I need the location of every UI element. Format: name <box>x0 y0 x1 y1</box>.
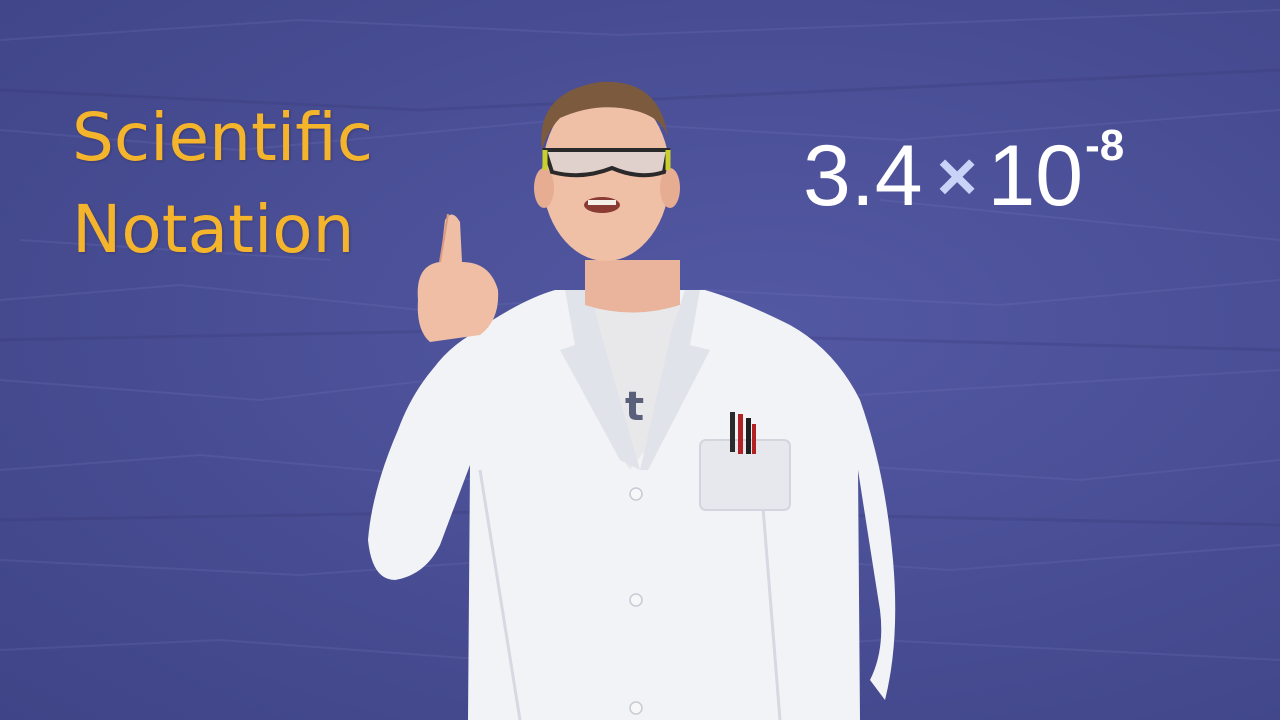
coefficient: 3.4 <box>803 128 923 224</box>
lab-coat <box>368 290 896 720</box>
right-lapel <box>640 290 710 470</box>
left-lapel <box>560 290 640 470</box>
pens-icon <box>730 412 756 454</box>
breast-pocket <box>699 439 791 511</box>
raised-hand <box>417 214 499 342</box>
base-ten: 10 <box>987 128 1084 224</box>
svg-text:t: t <box>625 384 644 430</box>
title-line-1: Scientific <box>72 99 374 176</box>
neck <box>585 260 680 313</box>
title-line-2: Notation <box>72 191 355 268</box>
scientific-notation-expression: 3.4 × 10-8 <box>803 121 1125 226</box>
times-sign: × <box>936 137 978 215</box>
safety-glasses-icon <box>542 148 671 178</box>
head <box>542 89 670 261</box>
hair <box>541 81 668 150</box>
raised-arm <box>415 335 475 440</box>
exponent: -8 <box>1085 121 1125 170</box>
video-title: Scientific Notation <box>72 92 373 276</box>
coat-buttons <box>629 487 643 715</box>
